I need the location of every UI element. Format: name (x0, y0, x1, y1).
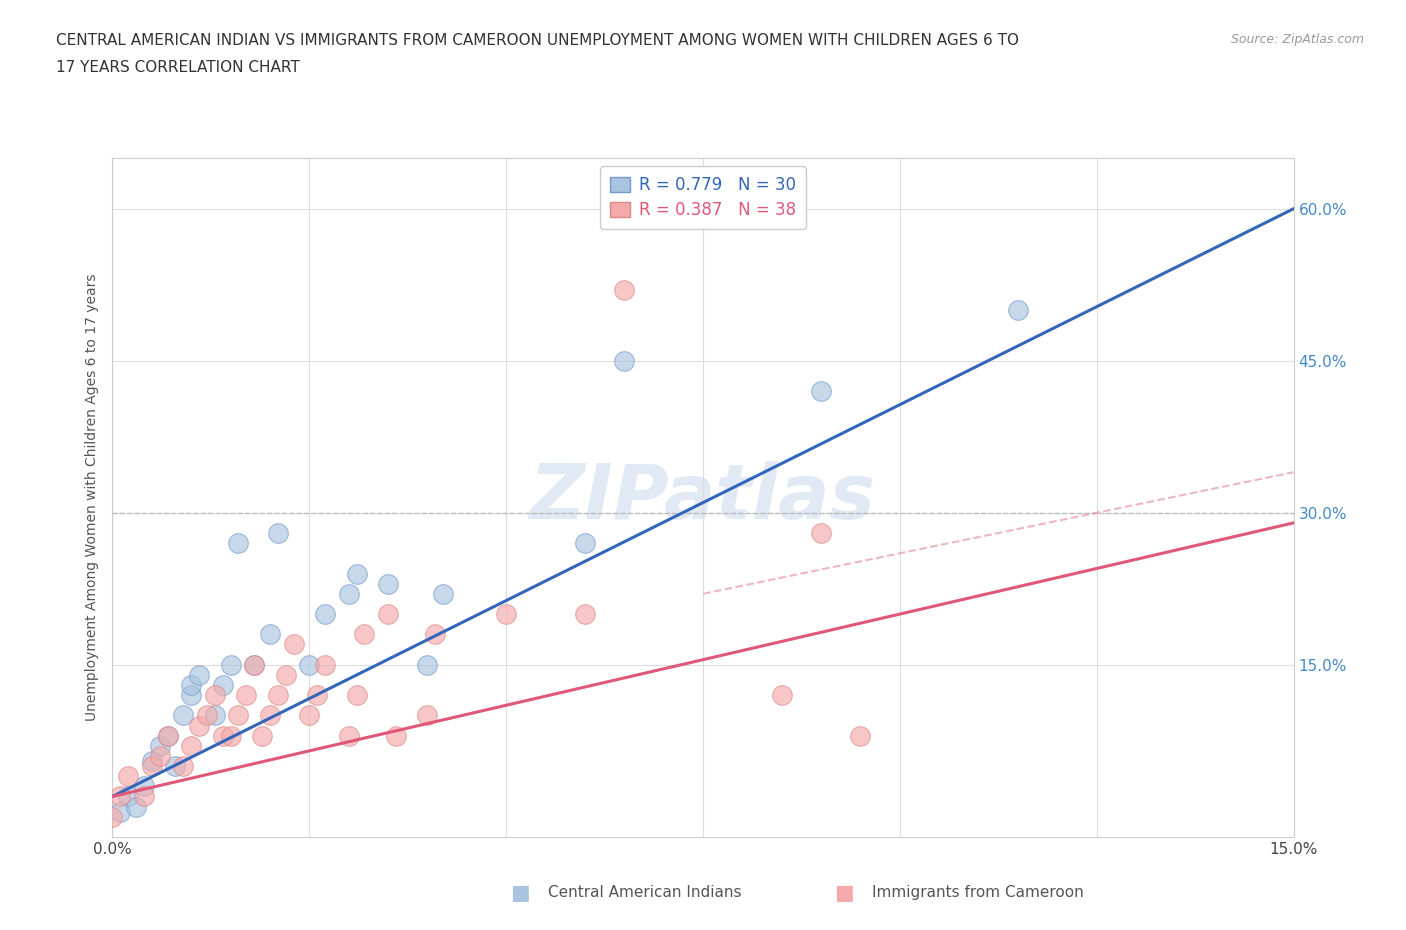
Point (613, 283, 636, 298)
Point (259, 627, 281, 642)
Point (495, 606, 517, 621)
Point (274, 668, 297, 683)
Point (425, 627, 447, 642)
Point (188, 668, 211, 683)
Point (110, 789, 132, 804)
Point (283, 637, 305, 652)
Point (810, 384, 832, 399)
Point (165, 759, 187, 774)
Point (385, 728, 408, 743)
Point (574, 536, 596, 551)
Point (346, 687, 368, 702)
Point (337, 728, 360, 743)
Legend: R = 0.779   N = 30, R = 0.387   N = 38: R = 0.779 N = 30, R = 0.387 N = 38 (600, 166, 806, 229)
Point (204, 687, 226, 702)
Point (243, 658, 266, 672)
Point (141, 753, 163, 768)
Point (1007, 302, 1029, 317)
Point (416, 708, 439, 723)
Point (211, 678, 233, 693)
Point (172, 759, 194, 774)
Point (613, 353, 636, 368)
Point (243, 658, 266, 672)
Point (195, 708, 218, 723)
Point (110, 804, 132, 819)
Point (180, 687, 202, 702)
Point (377, 606, 399, 621)
Point (219, 658, 242, 672)
Point (770, 687, 793, 702)
Point (219, 728, 242, 743)
Point (267, 525, 290, 540)
Point (267, 687, 290, 702)
Text: ZIPatlas: ZIPatlas (530, 460, 876, 535)
Text: Immigrants from Cameroon: Immigrants from Cameroon (872, 885, 1084, 900)
Point (188, 718, 211, 733)
Point (810, 525, 832, 540)
Point (432, 587, 454, 602)
Text: CENTRAL AMERICAN INDIAN VS IMMIGRANTS FROM CAMEROON UNEMPLOYMENT AMONG WOMEN WIT: CENTRAL AMERICAN INDIAN VS IMMIGRANTS FR… (56, 33, 1019, 47)
Point (132, 779, 155, 794)
Point (125, 799, 148, 814)
Point (337, 587, 360, 602)
Point (314, 606, 336, 621)
Point (149, 749, 172, 764)
Text: Source: ZipAtlas.com: Source: ZipAtlas.com (1230, 33, 1364, 46)
Point (172, 708, 194, 723)
Point (346, 566, 368, 581)
Point (141, 759, 163, 774)
Point (228, 536, 250, 551)
Point (307, 687, 329, 702)
Point (204, 708, 226, 723)
Text: ■: ■ (510, 883, 530, 903)
Point (849, 728, 872, 743)
Point (156, 728, 179, 743)
Point (211, 728, 233, 743)
Point (353, 627, 375, 642)
Y-axis label: Unemployment Among Women with Children Ages 6 to 17 years: Unemployment Among Women with Children A… (86, 273, 100, 722)
Point (149, 738, 172, 753)
Point (259, 708, 281, 723)
Point (101, 809, 124, 824)
Point (132, 789, 155, 804)
Point (117, 769, 139, 784)
Point (180, 678, 202, 693)
Point (298, 658, 321, 672)
Point (228, 708, 250, 723)
Point (377, 577, 399, 591)
Point (235, 687, 257, 702)
Point (298, 708, 321, 723)
Point (117, 789, 139, 804)
Text: ■: ■ (834, 883, 853, 903)
Point (180, 738, 202, 753)
Point (250, 728, 273, 743)
Point (156, 728, 179, 743)
Point (416, 658, 439, 672)
Text: 17 YEARS CORRELATION CHART: 17 YEARS CORRELATION CHART (56, 60, 299, 75)
Point (574, 606, 596, 621)
Text: Central American Indians: Central American Indians (548, 885, 742, 900)
Point (314, 658, 336, 672)
